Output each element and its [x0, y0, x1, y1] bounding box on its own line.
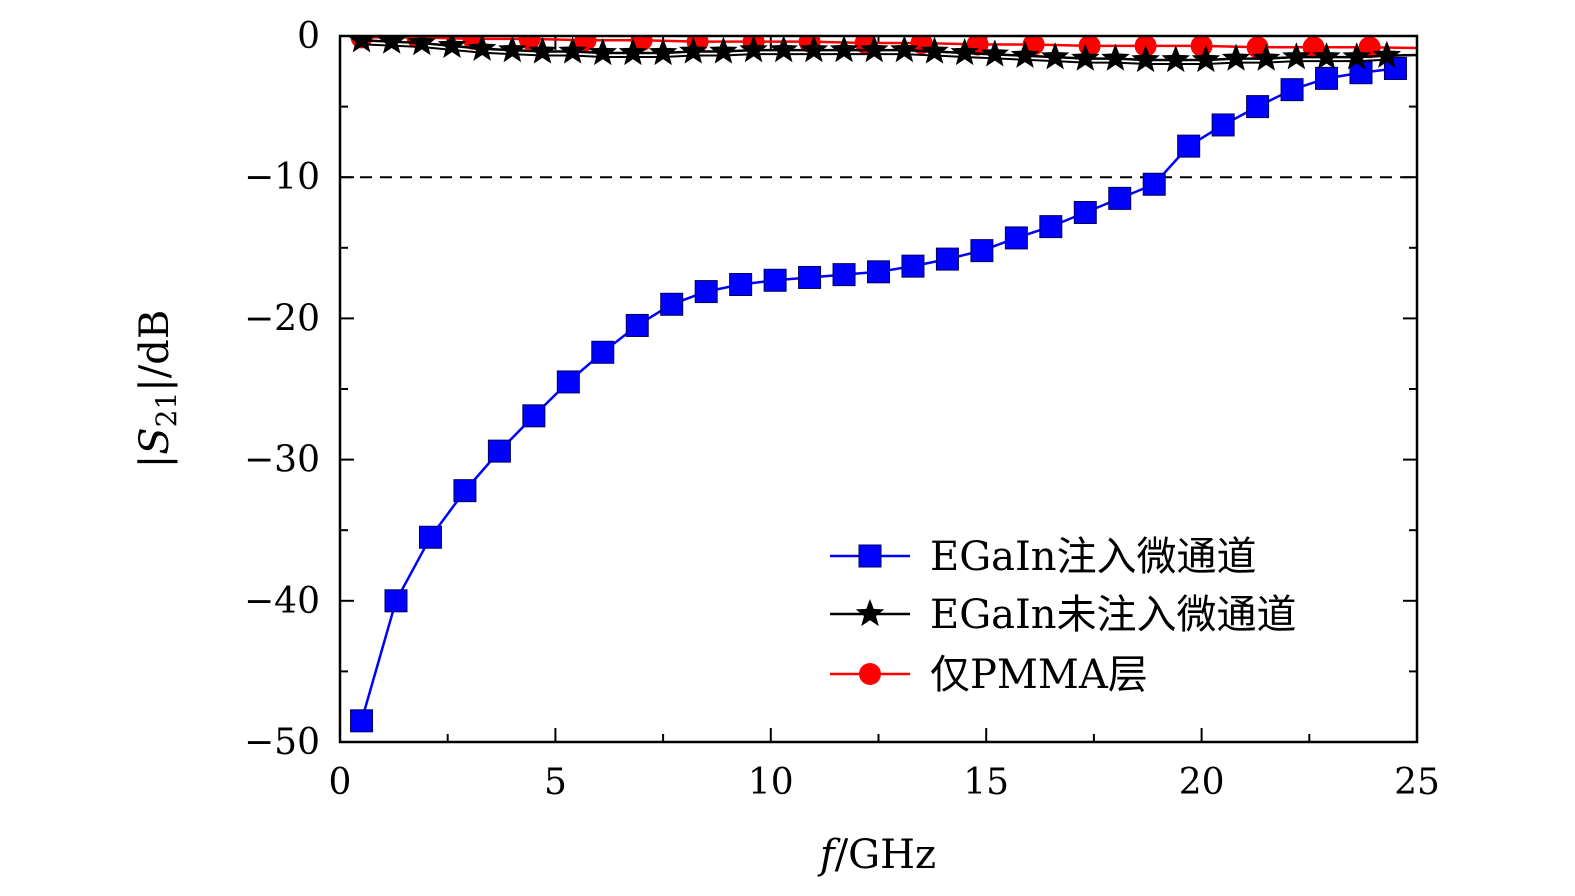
data-point-square: [1108, 186, 1132, 210]
data-point-star: [1161, 45, 1191, 73]
x-axis-label: f/GHz: [817, 832, 936, 878]
data-point-square: [384, 589, 408, 613]
data-point-star: [1312, 42, 1341, 70]
data-point-square: [1073, 201, 1097, 224]
data-point-star: [859, 36, 889, 63]
data-point-square: [350, 709, 374, 733]
data-point-square: [763, 268, 787, 292]
data-point-square: [1177, 134, 1201, 158]
data-point-square: [487, 439, 511, 463]
data-point-star: [799, 36, 829, 63]
data-point-square: [729, 273, 753, 297]
data-point-star: [1040, 42, 1070, 70]
data-point-square: [556, 370, 580, 394]
data-point-star: [678, 36, 708, 64]
data-point-square: [522, 404, 546, 428]
data-point-star: [1251, 43, 1281, 71]
y-tick-label: −30: [244, 440, 320, 481]
data-point-square: [1004, 226, 1028, 250]
data-point-star: [769, 36, 798, 63]
data-point-star: [407, 36, 437, 56]
data-point-square: [453, 479, 477, 503]
data-point-square: [832, 263, 856, 287]
series-star: [347, 36, 1417, 73]
data-point-star: [347, 36, 376, 53]
data-point-square: [867, 260, 890, 284]
data-point-square: [1315, 66, 1339, 90]
data-point-star: [1282, 42, 1311, 70]
data-point-star: [467, 36, 497, 61]
x-tick-label: 10: [748, 762, 794, 803]
data-point-square: [418, 525, 442, 549]
data-point-star: [1010, 40, 1040, 68]
legend-label: 仅PMMA层: [930, 652, 1148, 698]
data-point-square: [901, 254, 925, 278]
data-point-star: [980, 39, 1010, 67]
legend-label: EGaIn未注入微通道: [930, 592, 1297, 638]
x-tick-label: 5: [544, 762, 567, 803]
data-point-star: [558, 36, 587, 64]
data-point-star: [950, 37, 979, 66]
data-point-star: [1101, 43, 1130, 71]
data-point-square: [935, 247, 959, 271]
x-tick-label: 0: [329, 762, 352, 803]
data-point-star: [498, 36, 527, 63]
data-point-star: [709, 36, 738, 64]
x-tick-label: 15: [963, 762, 1009, 803]
data-point-star: [1071, 43, 1100, 71]
data-point-star: [829, 36, 859, 63]
y-axis-label: |S21|/dB: [132, 310, 183, 468]
y-tick-label: 0: [297, 16, 320, 57]
data-point-star: [1191, 45, 1221, 73]
data-point-square: [1280, 78, 1304, 102]
data-point-star: [1131, 45, 1160, 73]
series-layer: [347, 36, 1417, 733]
plot-frame: [338, 34, 1419, 744]
legend-label: EGaIn注入微通道: [930, 534, 1257, 580]
series-square: [350, 56, 1407, 733]
data-point-square: [625, 313, 649, 337]
data-point-square: [694, 280, 718, 304]
data-point-square: [591, 340, 615, 364]
legend-marker-square: [858, 544, 882, 568]
data-point-square: [1142, 172, 1166, 196]
data-point-square: [660, 292, 684, 316]
data-point-star: [528, 36, 557, 64]
data-point-star: [1342, 42, 1371, 70]
data-point-star: [648, 37, 678, 66]
tick-labels: 0 5 10 15 20 25 0 −10 −20 −30 −40 −50: [244, 16, 1440, 803]
data-point-star: [890, 36, 919, 63]
data-point-star: [377, 36, 406, 54]
data-point-square: [798, 265, 822, 289]
data-point-circle: [1190, 36, 1213, 57]
y-tick-label: −10: [244, 157, 320, 198]
data-point-square: [1039, 215, 1063, 239]
legend-marker-star: [855, 599, 885, 627]
data-point-star: [588, 37, 618, 66]
x-tick-label: 20: [1179, 762, 1225, 803]
data-point-star: [739, 36, 768, 63]
legend-marker-circle: [859, 663, 881, 685]
y-tick-label: −50: [244, 722, 320, 763]
data-point-square: [1211, 113, 1235, 137]
data-point-star: [437, 36, 467, 59]
data-point-star: [618, 37, 648, 66]
data-point-star: [1221, 43, 1251, 71]
y-tick-label: −40: [244, 581, 320, 622]
y-tick-label: −20: [244, 298, 320, 339]
data-point-star: [920, 36, 949, 64]
data-point-square: [1246, 95, 1270, 119]
data-point-square: [970, 239, 994, 263]
x-tick-label: 25: [1394, 762, 1440, 803]
data-point-star: [1372, 40, 1402, 68]
